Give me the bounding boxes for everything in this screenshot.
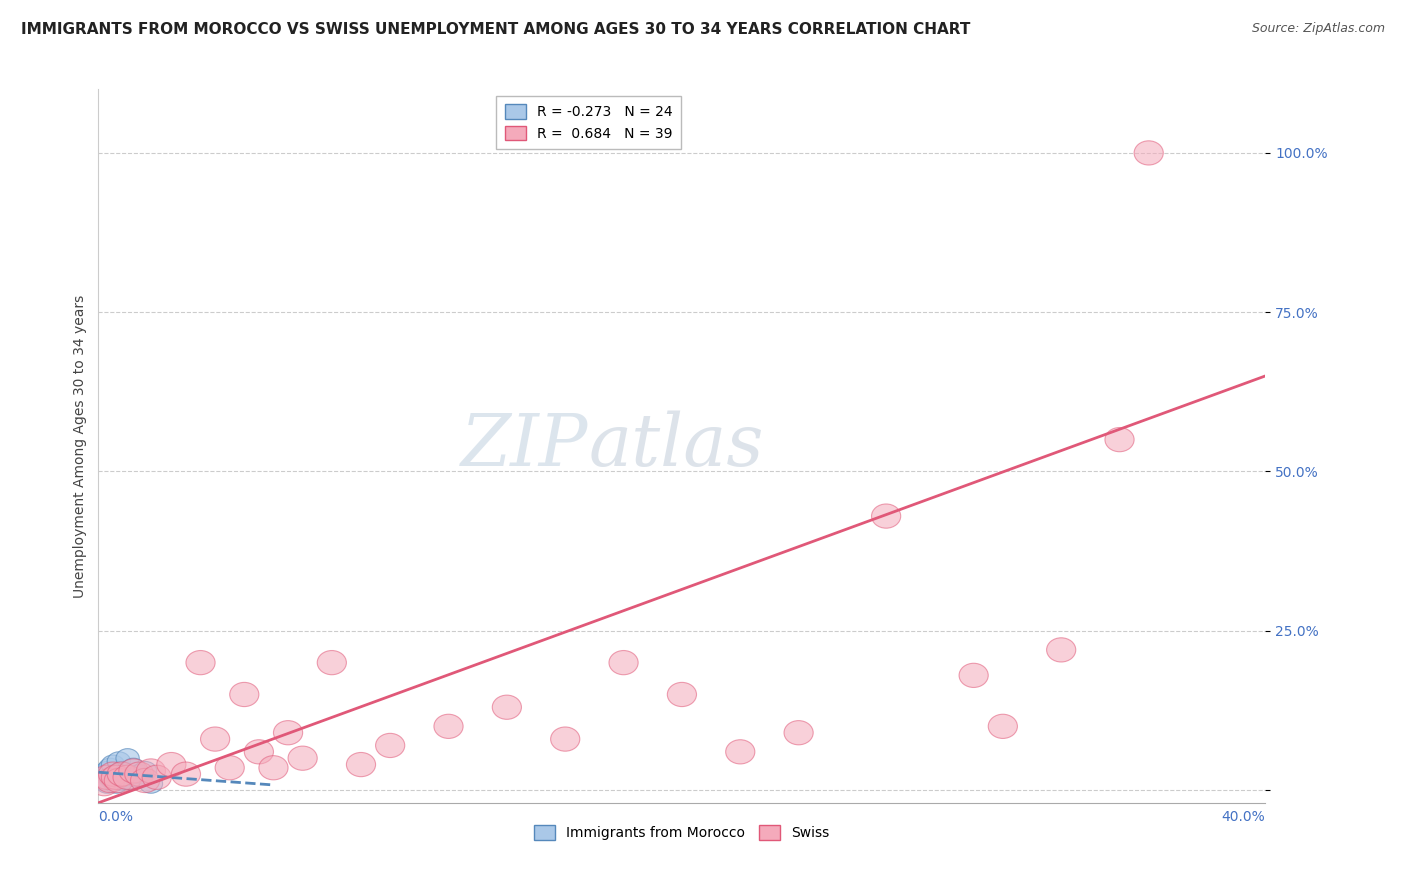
Ellipse shape <box>96 768 125 793</box>
Ellipse shape <box>131 768 160 793</box>
Ellipse shape <box>229 682 259 706</box>
Ellipse shape <box>785 721 813 745</box>
Ellipse shape <box>551 727 579 751</box>
Ellipse shape <box>122 758 145 777</box>
Ellipse shape <box>259 756 288 780</box>
Ellipse shape <box>988 714 1018 739</box>
Ellipse shape <box>90 772 120 796</box>
Ellipse shape <box>136 759 166 783</box>
Text: ZIP: ZIP <box>461 410 589 482</box>
Ellipse shape <box>157 753 186 777</box>
Ellipse shape <box>288 746 318 771</box>
Ellipse shape <box>134 762 157 780</box>
Ellipse shape <box>115 748 139 768</box>
Ellipse shape <box>110 762 134 780</box>
Ellipse shape <box>668 682 696 706</box>
Ellipse shape <box>93 765 122 789</box>
Ellipse shape <box>98 762 128 786</box>
Ellipse shape <box>186 650 215 674</box>
Ellipse shape <box>959 664 988 688</box>
Ellipse shape <box>318 650 346 674</box>
Y-axis label: Unemployment Among Ages 30 to 34 years: Unemployment Among Ages 30 to 34 years <box>73 294 87 598</box>
Ellipse shape <box>115 768 139 787</box>
Ellipse shape <box>93 771 115 790</box>
Ellipse shape <box>245 739 273 764</box>
Ellipse shape <box>1135 141 1163 165</box>
Legend: Immigrants from Morocco, Swiss: Immigrants from Morocco, Swiss <box>529 820 835 846</box>
Ellipse shape <box>101 765 131 789</box>
Ellipse shape <box>120 771 142 790</box>
Ellipse shape <box>434 714 463 739</box>
Ellipse shape <box>375 733 405 757</box>
Ellipse shape <box>125 768 148 787</box>
Ellipse shape <box>609 650 638 674</box>
Text: IMMIGRANTS FROM MOROCCO VS SWISS UNEMPLOYMENT AMONG AGES 30 TO 34 YEARS CORRELAT: IMMIGRANTS FROM MOROCCO VS SWISS UNEMPLO… <box>21 22 970 37</box>
Ellipse shape <box>96 762 120 780</box>
Ellipse shape <box>1105 427 1135 451</box>
Ellipse shape <box>872 504 901 528</box>
Text: Source: ZipAtlas.com: Source: ZipAtlas.com <box>1251 22 1385 36</box>
Text: 40.0%: 40.0% <box>1222 810 1265 823</box>
Ellipse shape <box>492 695 522 719</box>
Ellipse shape <box>98 768 122 787</box>
Ellipse shape <box>101 771 125 790</box>
Ellipse shape <box>112 764 136 784</box>
Ellipse shape <box>110 771 134 790</box>
Ellipse shape <box>120 759 148 783</box>
Ellipse shape <box>104 774 128 793</box>
Ellipse shape <box>125 762 153 786</box>
Ellipse shape <box>139 774 163 793</box>
Ellipse shape <box>101 755 125 774</box>
Ellipse shape <box>274 721 302 745</box>
Ellipse shape <box>128 764 150 784</box>
Ellipse shape <box>93 764 115 784</box>
Ellipse shape <box>1046 638 1076 662</box>
Ellipse shape <box>90 768 112 787</box>
Text: 0.0%: 0.0% <box>98 810 134 823</box>
Ellipse shape <box>107 768 131 787</box>
Ellipse shape <box>112 765 142 789</box>
Ellipse shape <box>346 753 375 777</box>
Ellipse shape <box>104 764 128 784</box>
Ellipse shape <box>104 768 134 793</box>
Ellipse shape <box>201 727 229 751</box>
Ellipse shape <box>107 762 136 786</box>
Ellipse shape <box>172 762 201 786</box>
Ellipse shape <box>98 758 122 777</box>
Text: atlas: atlas <box>589 410 763 482</box>
Ellipse shape <box>96 774 120 793</box>
Ellipse shape <box>215 756 245 780</box>
Ellipse shape <box>107 752 131 771</box>
Ellipse shape <box>142 765 172 789</box>
Ellipse shape <box>725 739 755 764</box>
